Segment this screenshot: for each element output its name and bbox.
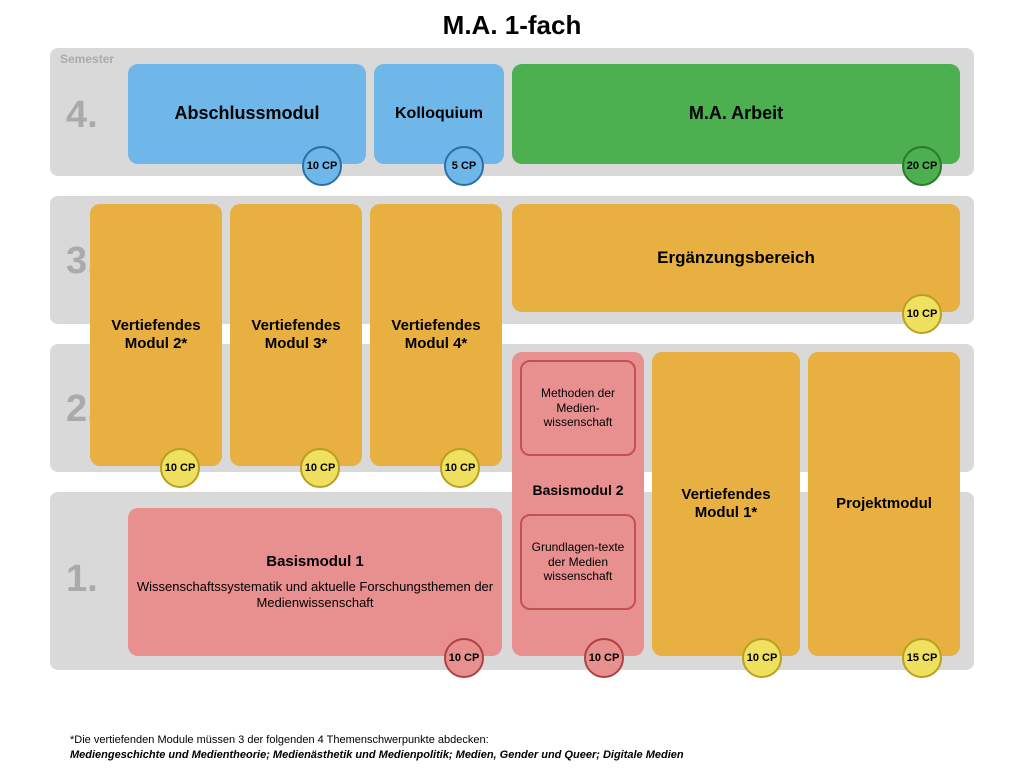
basis2-sub1: Methoden der Medien-wissenschaft [520,360,636,456]
basis1-subtitle: Wissenschaftssystematik und aktuelle For… [136,579,494,610]
footnote: *Die vertiefenden Module müssen 3 der fo… [70,733,970,762]
footnote-line2: Mediengeschichte und Medientheorie; Medi… [70,748,970,762]
module-kolloquium: Kolloquium [374,64,504,164]
footnote-line1: *Die vertiefenden Module müssen 3 der fo… [70,733,970,747]
basis1-title: Basismodul 1 [266,553,364,571]
cp-badge-ergaenzung: 10 CP [902,294,942,334]
cp-badge-arbeit: 20 CP [902,146,942,186]
cp-badge-vert2: 10 CP [160,448,200,488]
cp-badge-vert4: 10 CP [440,448,480,488]
module-vert4: Vertiefendes Modul 4* [370,204,502,466]
cp-badge-kolloquium: 5 CP [444,146,484,186]
cp-badge-vert3: 10 CP [300,448,340,488]
basis2-sub2: Grundlagen-texte der Medien wissenschaft [520,514,636,610]
module-vert2: Vertiefendes Modul 2* [90,204,222,466]
cp-badge-abschluss: 10 CP [302,146,342,186]
module-vert3: Vertiefendes Modul 3* [230,204,362,466]
module-arbeit: M.A. Arbeit [512,64,960,164]
basis2-title: Basismodul 2 [512,482,644,499]
cp-badge-projekt: 15 CP [902,638,942,678]
cp-badge-basis1: 10 CP [444,638,484,678]
semester-tag: Semester [60,52,114,66]
page-title: M.A. 1-fach [0,0,1024,49]
cp-badge-vert1: 10 CP [742,638,782,678]
semester-label-4: 4. [66,94,98,137]
module-projekt: Projektmodul [808,352,960,656]
curriculum-canvas: Semester 4. 3. 2. 1. Abschlussmodul 10 C… [50,48,974,708]
cp-badge-basis2: 10 CP [584,638,624,678]
semester-label-1: 1. [66,558,98,601]
module-basis2: Methoden der Medien-wissenschaft Basismo… [512,352,644,656]
module-ergaenzung: Ergänzungsbereich [512,204,960,312]
module-vert1: Vertiefendes Modul 1* [652,352,800,656]
module-basis1: Basismodul 1 Wissenschaftssystematik und… [128,508,502,656]
